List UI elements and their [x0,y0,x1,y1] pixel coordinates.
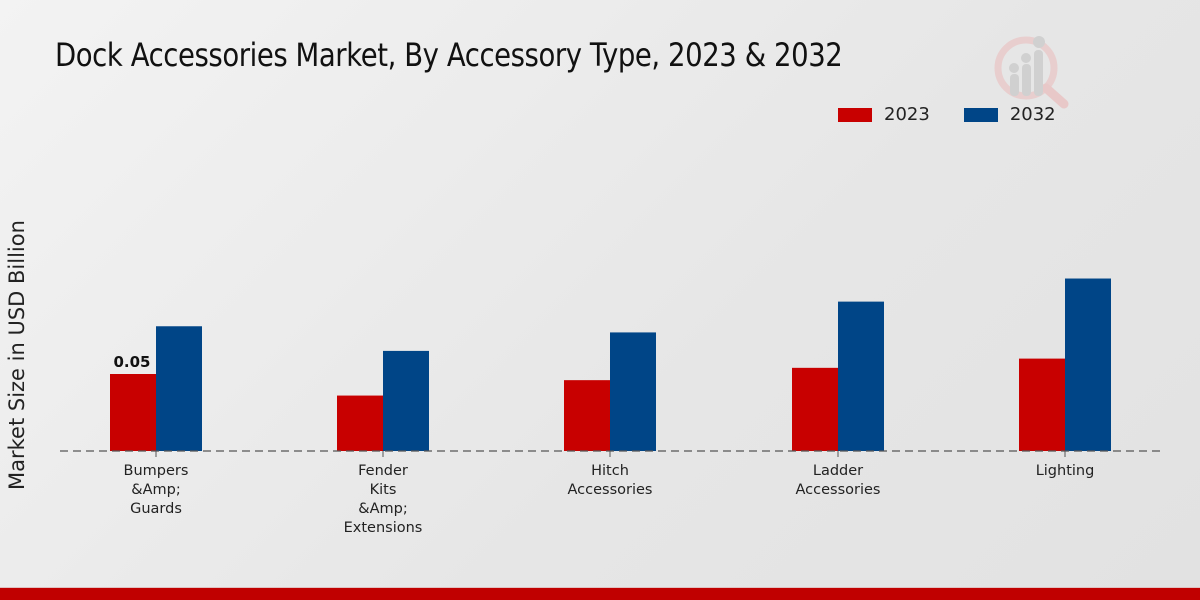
bar-2023-4 [1019,358,1065,451]
footer-bar [0,587,1200,600]
legend-swatch-2023 [838,107,872,122]
x-tick-label: Guards [130,501,182,517]
chart-title: Dock Accessories Market, By Accessory Ty… [55,36,843,74]
bar-2032-0 [156,326,202,451]
x-tick-label: Bumpers [124,463,189,479]
x-tick-label: Fender [358,463,408,479]
x-tick-label: Accessories [796,482,881,498]
legend-item-2023: 2023 [838,104,930,125]
x-tick-label: Kits [370,482,397,498]
x-tick-label: Ladder [813,463,863,479]
x-tick-label: Extensions [344,520,423,536]
bar-2032-1 [383,350,429,451]
legend-swatch-2032 [963,107,998,122]
watermark-logo-icon [994,36,1069,109]
x-tick-label: &Amp; [131,482,180,498]
legend-label-2032: 2032 [1009,104,1056,125]
legend: 2023 2032 [838,104,1090,125]
x-tick-label: &Amp; [358,501,407,517]
bar-2032-3 [838,301,884,451]
bar-2023-1 [337,395,383,451]
legend-label-2023: 2023 [884,104,930,125]
x-tick-label: Accessories [568,482,653,498]
bar-2032-4 [1065,278,1111,451]
bar-2023-2 [564,380,610,451]
x-tick-label: Lighting [1036,463,1095,479]
bar-2023-0 [110,374,156,451]
bar-2023-3 [792,367,838,451]
data-label: 0.05 [113,353,150,371]
bar-2032-2 [610,332,656,451]
x-tick-label: Hitch [591,463,629,479]
legend-item-2032: 2032 [963,104,1056,125]
